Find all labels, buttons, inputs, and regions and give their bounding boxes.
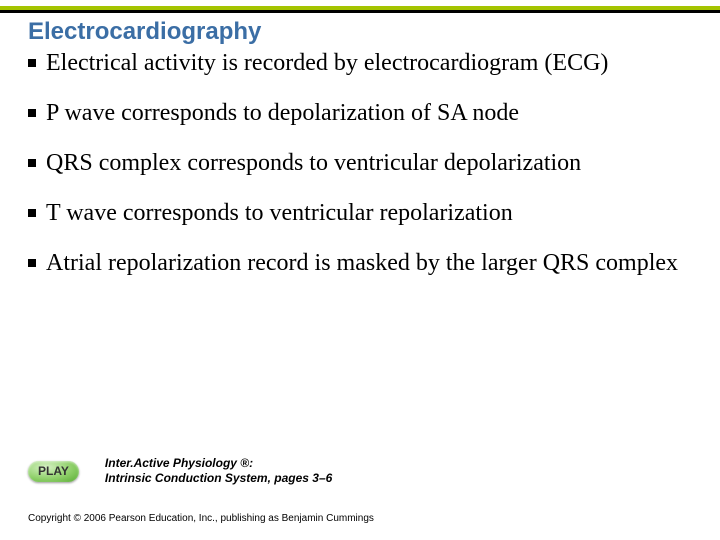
play-caption: Inter.Active Physiology ®: Intrinsic Con…: [105, 456, 332, 486]
play-button[interactable]: PLAY: [28, 461, 79, 482]
bullet-icon: [28, 59, 36, 67]
copyright-text: Copyright © 2006 Pearson Education, Inc.…: [28, 513, 374, 524]
top-rule-black: [0, 10, 720, 13]
list-item: T wave corresponds to ventricular repola…: [28, 198, 692, 228]
bullet-icon: [28, 259, 36, 267]
play-caption-line2: Intrinsic Conduction System, pages 3–6: [105, 471, 332, 486]
bullet-text: Atrial repolarization record is masked b…: [46, 248, 678, 278]
bullet-icon: [28, 159, 36, 167]
list-item: Electrical activity is recorded by elect…: [28, 48, 692, 78]
list-item: QRS complex corresponds to ventricular d…: [28, 148, 692, 178]
bullet-icon: [28, 209, 36, 217]
list-item: P wave corresponds to depolarization of …: [28, 98, 692, 128]
bullet-text: QRS complex corresponds to ventricular d…: [46, 148, 581, 178]
play-row: PLAY Inter.Active Physiology ®: Intrinsi…: [28, 456, 332, 486]
bullet-text: T wave corresponds to ventricular repola…: [46, 198, 513, 228]
bullet-icon: [28, 109, 36, 117]
bullet-text: P wave corresponds to depolarization of …: [46, 98, 519, 128]
bullet-text: Electrical activity is recorded by elect…: [46, 48, 608, 78]
list-item: Atrial repolarization record is masked b…: [28, 248, 692, 278]
bullet-list: Electrical activity is recorded by elect…: [28, 48, 692, 298]
slide-title: Electrocardiography: [28, 18, 261, 46]
play-caption-line1: Inter.Active Physiology ®:: [105, 456, 332, 471]
slide: Electrocardiography Electrical activity …: [0, 0, 720, 540]
